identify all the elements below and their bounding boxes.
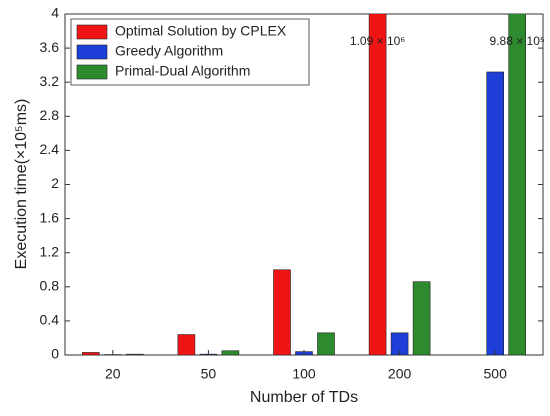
y-tick-label: 2.4 [40, 141, 60, 157]
annotation: 1.09 × 10⁶ [350, 34, 405, 48]
bar [273, 269, 291, 355]
legend-label: Greedy Algorithm [115, 43, 223, 59]
legend-swatch [76, 24, 108, 40]
y-tick-label: 1.6 [40, 209, 60, 225]
bar [317, 332, 335, 355]
y-tick-label: 1.2 [40, 243, 60, 259]
y-tick-label: 2.8 [40, 107, 60, 123]
bar [486, 71, 505, 355]
legend-label: Optimal Solution by CPLEX [115, 23, 287, 39]
legend-swatch [76, 64, 108, 80]
bar [368, 14, 387, 355]
bar [221, 350, 240, 355]
x-axis-label: Number of TDs [250, 389, 358, 406]
legend-label: Primal-Dual Algorithm [115, 63, 250, 79]
y-tick-label: 4 [51, 5, 59, 21]
annotation: 9.88 × 10⁵ [490, 34, 545, 48]
x-tick-label: 50 [201, 366, 217, 382]
y-tick-label: 3.2 [40, 73, 60, 89]
x-tick-label: 500 [484, 366, 508, 382]
bar [508, 14, 527, 355]
x-tick-label: 20 [105, 366, 121, 382]
bar [82, 352, 100, 355]
x-tick-label: 200 [388, 366, 412, 382]
y-tick-label: 3.6 [40, 39, 60, 55]
legend-box [70, 18, 310, 86]
legend-swatch [76, 44, 108, 60]
y-tick-label: 0.4 [40, 312, 60, 328]
y-tick-label: 0.8 [40, 278, 60, 294]
y-tick-label: 2 [51, 175, 59, 191]
bar [126, 353, 144, 355]
y-tick-label: 0 [51, 346, 59, 362]
y-axis-label: Execution time(×10⁵ms) [13, 99, 30, 270]
bars [82, 14, 527, 355]
bar [177, 334, 196, 355]
x-tick-label: 100 [292, 366, 316, 382]
bar [412, 281, 431, 355]
